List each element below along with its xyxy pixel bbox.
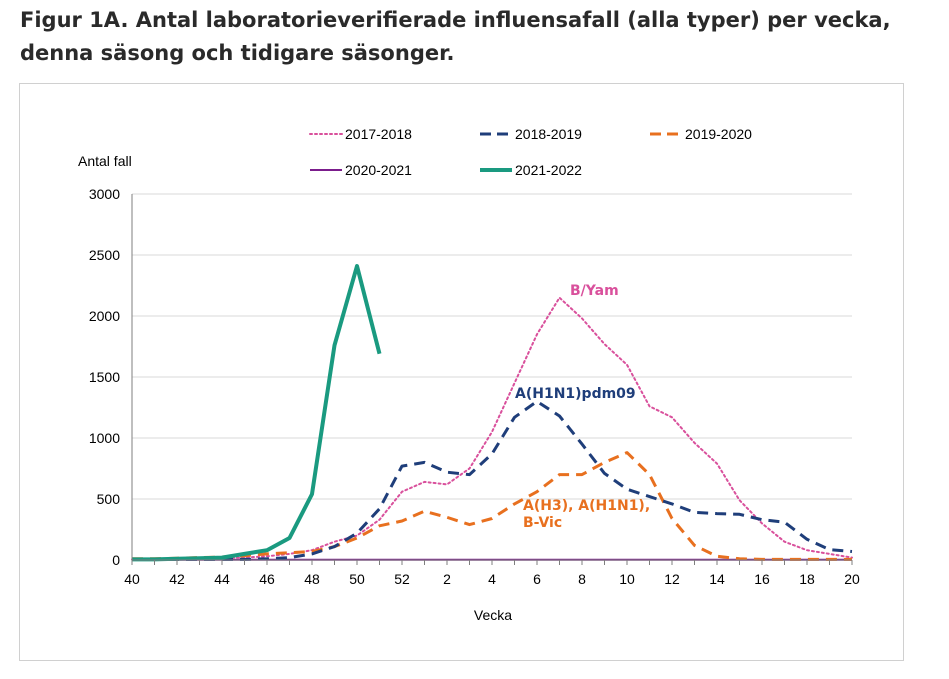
x-tick-label: 18 [799, 571, 815, 587]
y-tick-label: 2500 [89, 247, 120, 263]
x-tick-label: 44 [214, 571, 230, 587]
legend: 2017-2018 2018-2019 2019-2020 2020-2021 2021… [309, 126, 752, 178]
annotation-b-vic: B-Vic [523, 515, 562, 531]
y-tick-label: 2000 [89, 308, 120, 324]
chart-frame [19, 83, 904, 661]
y-tick-label: 1000 [89, 430, 120, 446]
x-tick-label: 16 [754, 571, 770, 587]
x-tick-label: 12 [664, 571, 680, 587]
y-tick-label: 0 [112, 552, 120, 568]
x-tick-label: 10 [619, 571, 635, 587]
x-tick-label: 20 [844, 571, 860, 587]
legend-label: 2019-2020 [685, 126, 752, 142]
axes [131, 194, 853, 565]
x-tick-label: 52 [394, 571, 410, 587]
annotation-a-h3-a-h1n1: A(H3), A(H1N1), [523, 498, 650, 514]
x-tick-label: 8 [578, 571, 586, 587]
annotation-b-yam: B/Yam [570, 283, 619, 299]
x-tick-label: 40 [124, 571, 140, 587]
y-tick-label: 500 [97, 491, 121, 507]
x-tick-label: 48 [304, 571, 320, 587]
x-tick-label: 50 [349, 571, 365, 587]
x-tick-label: 42 [169, 571, 185, 587]
legend-label: 2021-2022 [515, 162, 582, 178]
chart-title-line-2: denna säsong och tidigare säsonger. [20, 41, 455, 65]
legend-label: 2017-2018 [345, 126, 412, 142]
series-line-2021-2022 [132, 264, 382, 562]
series-line-2017-2018 [131, 296, 853, 561]
gridlines [132, 193, 852, 500]
x-tick-label: 4 [488, 571, 496, 587]
annotation-a-h1n1pdm09: A(H1N1)pdm09 [515, 386, 636, 402]
chart-title-line-1: Figur 1A. Antal laboratorieverifierade i… [20, 8, 891, 32]
y-tick-label: 1500 [89, 369, 120, 385]
y-tick-label: 3000 [89, 186, 120, 202]
y-axis-label: Antal fall [78, 153, 132, 169]
x-tick-label: 14 [709, 571, 725, 587]
x-tick-label: 2 [443, 571, 451, 587]
legend-label: 2020-2021 [345, 162, 412, 178]
x-tick-label: 6 [533, 571, 541, 587]
series-line-2019-2020 [132, 451, 852, 561]
series-line-2018-2019 [132, 399, 853, 561]
series-lines [131, 264, 853, 562]
x-tick-label: 46 [259, 571, 275, 587]
chart-title: Figur 1A. Antal laboratorieverifierade i… [20, 4, 940, 70]
x-axis-label: Vecka [474, 607, 512, 623]
legend-label: 2018-2019 [515, 126, 582, 142]
